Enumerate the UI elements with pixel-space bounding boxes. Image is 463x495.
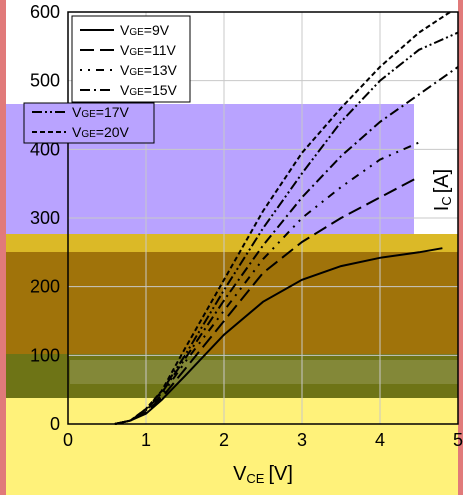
y-tick-label-400: 400 [30,139,60,159]
legend-box-bottom [23,102,155,144]
band-olive [6,354,458,398]
band-olive-highlight [70,360,458,384]
plot-frame [67,11,459,425]
x-tick-label-4: 4 [375,430,385,450]
right-border-strip [458,0,463,495]
legend-label-1: VGE=9V [120,22,170,38]
band-yellow [6,398,458,495]
series-line-4 [114,66,459,425]
x-tick-label-5: 5 [453,430,463,450]
legend-label-6: VGE=20V [72,124,130,140]
left-border-strip [0,0,6,495]
x-tick-label-1: 1 [141,430,151,450]
y-tick-label-600: 600 [30,2,60,22]
legend-label-5: VGE=17V [72,104,130,120]
x-tick-label-3: 3 [297,430,307,450]
legend-label-2: VGE=11V [120,42,177,58]
x-tick-label-2: 2 [219,430,229,450]
legend-label-4: VGE=15V [120,82,178,98]
y-tick-label-200: 200 [30,277,60,297]
x-tick-label-0: 0 [63,430,73,450]
series-line-1 [114,247,443,425]
y-tick-label-100: 100 [30,345,60,365]
band-brown [6,252,458,354]
series-line-6 [114,11,451,425]
legend-label-3: VGE=13V [120,62,178,78]
band-gold [6,234,458,252]
y-tick-label-0: 0 [50,414,60,434]
series-line-3 [114,141,420,425]
y-tick-label-500: 500 [30,71,60,91]
y-axis-title: IC[A] [431,169,454,211]
y-tick-label-300: 300 [30,208,60,228]
x-axis-title: VCE [V] [233,463,293,486]
